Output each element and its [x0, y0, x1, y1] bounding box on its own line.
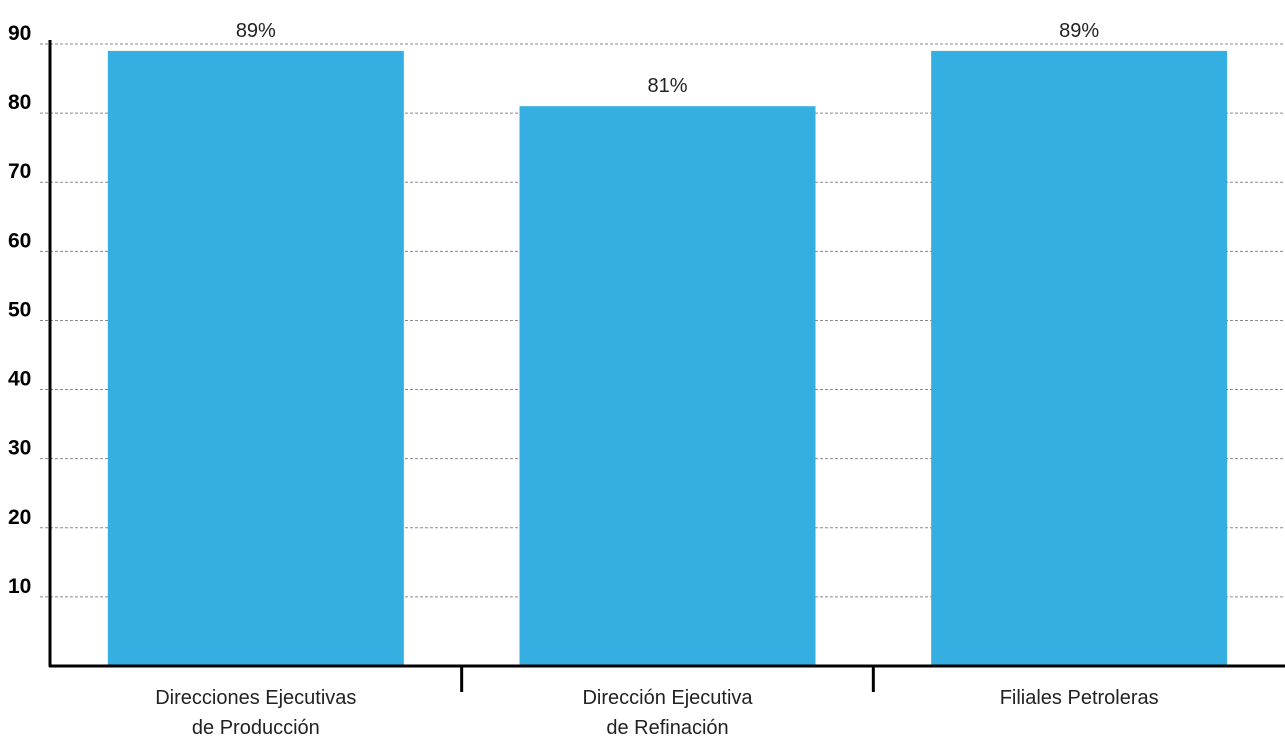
data-labels: 89% 81% 89%	[236, 20, 1100, 97]
bar	[519, 106, 816, 666]
category-label: Dirección Ejecutiva de Refinación	[582, 687, 753, 739]
category-label-line: Dirección Ejecutiva	[582, 687, 753, 709]
category-label-line: de Refinación	[606, 717, 728, 739]
data-label: 89%	[1059, 20, 1099, 42]
y-tick-label: 20	[8, 506, 31, 529]
bar	[107, 50, 404, 666]
y-tick-label: 30	[8, 437, 31, 460]
bars	[107, 50, 1228, 666]
bar	[931, 50, 1228, 666]
y-tick-label: 90	[8, 22, 31, 45]
y-tick-label: 60	[8, 229, 31, 252]
x-category-labels: Direcciones Ejecutivas de ProducciónDirec…	[155, 687, 1158, 739]
y-tick-label: 70	[8, 160, 31, 183]
y-tick-label: 40	[8, 368, 31, 391]
y-tick-labels: 10 20 30 40 50 60 70 80 90	[8, 22, 31, 598]
category-label: Filiales Petroleras	[1000, 687, 1159, 709]
category-label: Direcciones Ejecutivas de Producción	[155, 687, 356, 739]
category-label-line: Filiales Petroleras	[1000, 687, 1159, 709]
y-tick-label: 10	[8, 575, 31, 598]
y-tick-label: 50	[8, 298, 31, 321]
y-tick-label: 80	[8, 91, 31, 114]
data-label: 81%	[647, 75, 687, 97]
category-label-line: Direcciones Ejecutivas	[155, 687, 356, 709]
category-label-line: de Producción	[192, 717, 320, 739]
axes	[48, 40, 1285, 692]
data-label: 89%	[236, 20, 276, 42]
